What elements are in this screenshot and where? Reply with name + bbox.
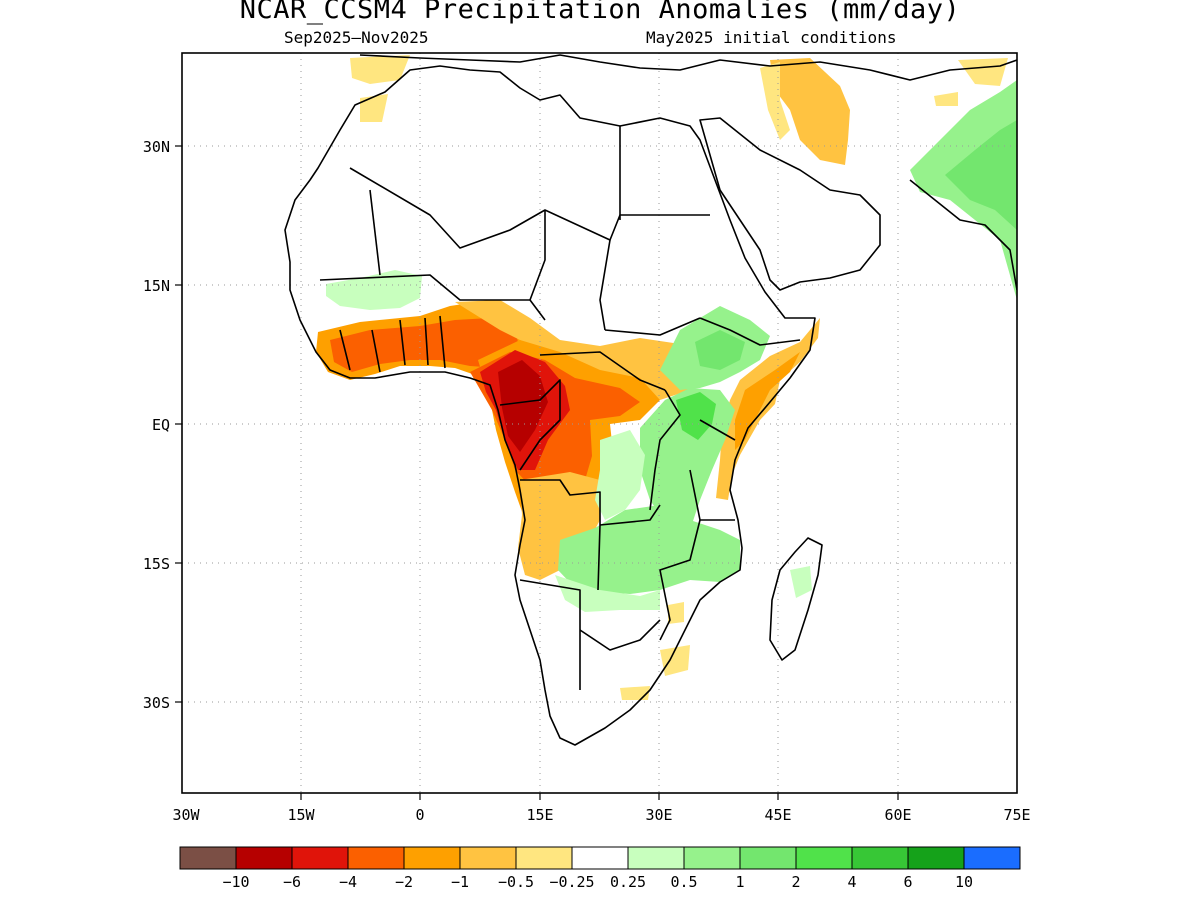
colorbar-label: 0.5 xyxy=(670,873,697,891)
border-gulf-guinea xyxy=(339,315,446,373)
y-tick-label: EQ xyxy=(152,416,170,434)
colorbar xyxy=(179,846,1021,870)
border-sahara xyxy=(349,167,710,249)
anomaly-shading xyxy=(316,55,1017,700)
border-namibia xyxy=(519,579,581,690)
border-kenya-tanzania xyxy=(699,419,736,441)
dry-area-central-sahel xyxy=(455,300,700,400)
border-mali xyxy=(369,189,381,276)
dry-area-iran-small xyxy=(934,92,958,106)
colorbar-swatch xyxy=(739,846,797,870)
initial-conditions-subtitle: May2025 initial conditions xyxy=(646,28,897,47)
wet-area-southern-africa xyxy=(558,505,740,594)
border-drc-east xyxy=(649,389,681,511)
map-title: NCAR_CCSM4 Precipitation Anomalies (mm/d… xyxy=(239,0,961,25)
colorbar-swatch xyxy=(795,846,853,870)
colorbar-swatch xyxy=(403,846,461,870)
mediterranean-north-coast xyxy=(359,54,1017,81)
x-tick-label: 15W xyxy=(287,806,315,824)
dry-area-congo-peak xyxy=(498,360,548,452)
colorbar-label: −4 xyxy=(339,873,357,891)
y-tick-label: 30S xyxy=(143,694,170,712)
colorbar-swatch xyxy=(683,846,741,870)
x-tick-labels: 30W 15W 0 15E 30E 45E 60E 75E xyxy=(172,806,1030,824)
colorbar-label: −2 xyxy=(395,873,413,891)
border-congo-drc xyxy=(499,379,561,471)
colorbar-swatch xyxy=(515,846,573,870)
border-angola xyxy=(520,479,601,591)
dry-area-south-africa xyxy=(620,686,650,700)
dry-area-algeria-coast xyxy=(360,94,388,122)
colorbar-swatch xyxy=(627,846,685,870)
colorbar-label: 0.25 xyxy=(610,873,646,891)
coastlines xyxy=(284,54,1017,746)
colorbar-swatch xyxy=(851,846,909,870)
wet-anomaly-layer xyxy=(326,80,1017,612)
y-tick-labels: 30N 15N EQ 15S 30S xyxy=(143,138,170,712)
border-botswana xyxy=(579,619,661,651)
colorbar-label: 6 xyxy=(903,873,912,891)
colorbar-swatch xyxy=(571,846,629,870)
dry-area-kenya-inner xyxy=(735,352,800,450)
wet-area-india-inner xyxy=(945,120,1017,230)
india-coastline xyxy=(909,179,1017,291)
africa-coastline xyxy=(284,65,816,746)
dry-area-madagascar-channel xyxy=(668,602,684,624)
wet-area-zambia xyxy=(595,430,645,520)
x-tick-label: 30E xyxy=(645,806,672,824)
border-sudan xyxy=(604,317,701,336)
wet-area-southern-light xyxy=(555,575,660,612)
border-central-africa xyxy=(539,351,666,391)
x-tick-label: 15E xyxy=(526,806,553,824)
period-subtitle: Sep2025–Nov2025 xyxy=(284,28,429,47)
y-tick-label: 15N xyxy=(143,277,170,295)
madagascar-coastline xyxy=(769,537,823,661)
border-ethiopia xyxy=(699,317,801,346)
y-tick-label: 15S xyxy=(143,555,170,573)
colorbar-swatch xyxy=(179,846,237,870)
border-chad-sudan xyxy=(599,239,611,331)
wet-area-sahel xyxy=(326,270,422,310)
colorbar-label: 1 xyxy=(735,873,744,891)
wet-area-great-lakes-strong xyxy=(676,392,716,440)
colorbar-labels: −10 −6 −4 −2 −1 −0.5 −0.25 0.25 0.5 1 2 4 6 10 xyxy=(222,873,973,891)
colorbar-label: −1 xyxy=(451,873,469,891)
border-zambia xyxy=(599,504,661,526)
dry-area-arabia-light xyxy=(760,62,790,140)
tick-marks xyxy=(175,145,899,800)
border-niger-chad xyxy=(529,210,546,301)
wet-area-madagascar xyxy=(790,566,812,598)
colorbar-swatch xyxy=(235,846,293,870)
x-tick-label: 60E xyxy=(884,806,911,824)
colorbar-swatch xyxy=(291,846,349,870)
wet-area-ethiopia-inner xyxy=(695,330,745,370)
border-mozambique xyxy=(659,519,701,641)
colorbar-label: −6 xyxy=(283,873,301,891)
colorbar-swatch xyxy=(347,846,405,870)
x-tick-label: 45E xyxy=(764,806,791,824)
colorbar-label: 2 xyxy=(791,873,800,891)
colorbar-label: 4 xyxy=(847,873,856,891)
colorbar-label: −0.25 xyxy=(549,873,594,891)
colorbar-swatch xyxy=(907,846,965,870)
dry-area-arabia xyxy=(770,58,850,165)
arabia-coastline xyxy=(699,117,881,291)
dry-area-mozambique xyxy=(660,645,690,676)
colorbar-label: 10 xyxy=(955,873,973,891)
x-tick-label: 0 xyxy=(415,806,424,824)
colorbar-swatch xyxy=(459,846,517,870)
dry-area-angola xyxy=(518,472,600,580)
colorbar-label: −10 xyxy=(222,873,249,891)
dry-area-iran xyxy=(958,58,1008,86)
x-tick-label: 75E xyxy=(1003,806,1030,824)
border-west-africa xyxy=(319,274,546,321)
x-tick-label: 30W xyxy=(172,806,200,824)
dry-area-morocco xyxy=(350,55,410,84)
colorbar-swatch xyxy=(963,846,1021,870)
colorbar-label: −0.5 xyxy=(498,873,534,891)
plot-frame xyxy=(181,52,1018,794)
y-tick-label: 30N xyxy=(143,138,170,156)
